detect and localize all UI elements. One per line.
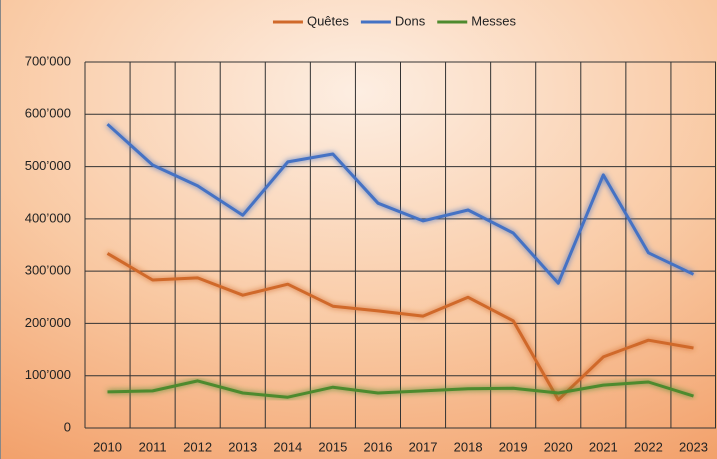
y-tick-label: 400’000 [25, 210, 71, 225]
y-tick-label: 500’000 [25, 158, 71, 173]
x-tick-label: 2014 [273, 439, 302, 454]
x-tick-label: 2010 [93, 439, 122, 454]
y-tick-label: 700’000 [25, 53, 71, 68]
y-tick-label: 200’000 [25, 315, 71, 330]
x-tick-label: 2012 [183, 439, 212, 454]
x-tick-label: 2021 [589, 439, 618, 454]
x-tick-label: 2018 [454, 439, 483, 454]
x-tick-label: 2019 [499, 439, 528, 454]
x-tick-label: 2013 [228, 439, 257, 454]
y-tick-label: 600’000 [25, 106, 71, 121]
series-line [106, 123, 695, 285]
x-tick-label: 2017 [409, 439, 438, 454]
series-line [107, 379, 694, 399]
x-tick-label: 2020 [544, 439, 573, 454]
legend-label: Quêtes [307, 13, 349, 28]
y-tick-label: 300’000 [25, 263, 71, 278]
y-tick-label: 100’000 [25, 367, 71, 382]
legend-label: Dons [395, 13, 426, 28]
x-tick-label: 2016 [364, 439, 393, 454]
legend-label: Messes [471, 13, 516, 28]
x-tick-label: 2023 [679, 439, 708, 454]
x-tick-label: 2022 [634, 439, 663, 454]
x-tick-label: 2011 [139, 439, 167, 454]
series-line [106, 252, 694, 402]
x-tick-label: 2015 [318, 439, 347, 454]
y-tick-label: 0 [64, 419, 71, 434]
